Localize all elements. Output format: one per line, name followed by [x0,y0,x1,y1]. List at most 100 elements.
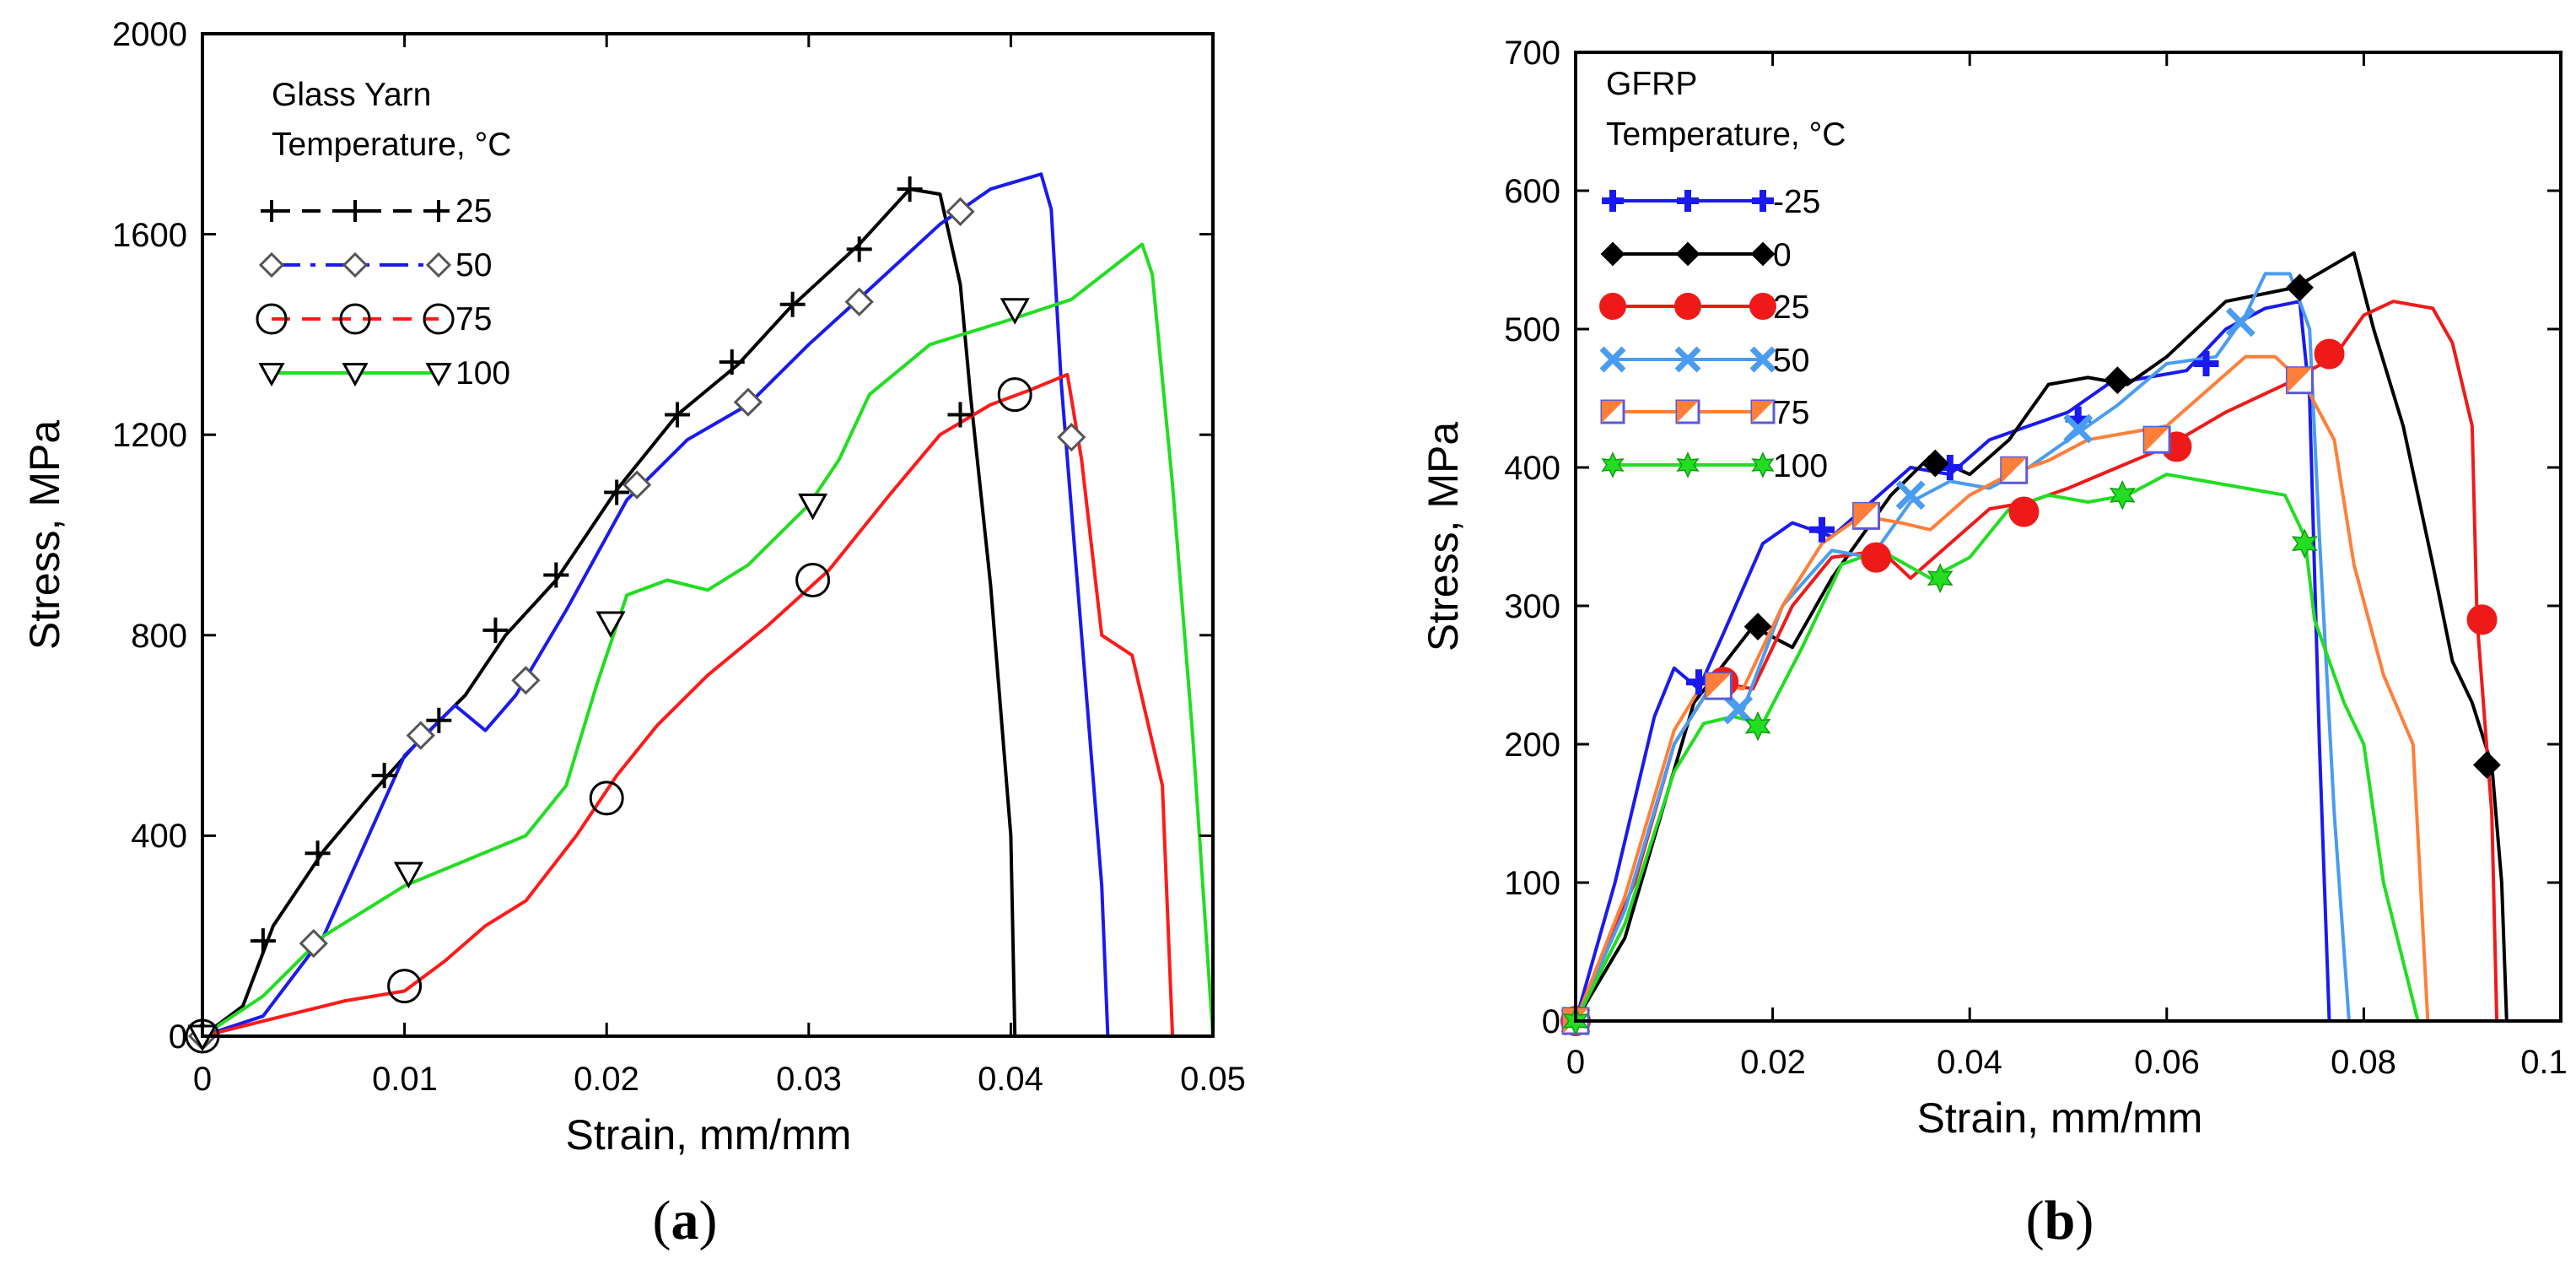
chart-a-marker-50 [946,197,975,226]
chart-a-series-line-100 [202,242,1213,1036]
chart-b-marker-50 [2225,307,2255,338]
chart-a-marker-75 [387,969,423,1004]
chart-b-marker-100 [2109,480,2136,510]
chart-b-legend-marker-25 [1674,293,1701,320]
chart-a-series-markers [185,176,1086,1054]
chart-a-x-axis-title: Strain, mm/mm [566,1111,852,1159]
chart-a-y-tick-label: 1200 [112,417,187,454]
chart-b-y-axis-title: Stress, MPa [1420,422,1467,651]
chart-a-legend-label: 75 [455,301,492,338]
chart-a-series-line-75 [202,372,1175,1036]
chart-a-marker-100 [595,611,626,639]
chart-b-ticks [1574,51,2563,1023]
chart-a-marker-25 [719,349,745,375]
chart-a-marker-25 [947,402,973,428]
chart-b-legend-marker--25 [1602,190,1624,212]
chart-a-legend-label: 100 [455,355,510,392]
chart-b-marker-75 [2000,456,2029,484]
chart-a-marker-50 [844,287,874,316]
chart-a-legend-marker-25 [344,200,366,222]
chart-a-marker-25 [779,291,806,317]
chart-b-series-line--25 [1576,300,2331,1021]
chart-b-legend-marker--25 [1752,190,1774,212]
chart-a-legend-marker-25 [261,200,283,222]
chart-a-marker-75 [795,562,831,597]
chart-a-marker-100 [1000,298,1030,325]
chart-a-caption-letter: a [671,1190,699,1251]
chart-b-legend-subtitle: Temperature, °C [1606,116,1846,153]
chart-a-legend-marker-75 [423,303,455,335]
chart-a-marker-100 [798,493,828,521]
chart-b-x-tick-label: 0.08 [2331,1044,2396,1081]
chart-a: 0 0.01 0.02 0.03 0.04 0.05 0 400 800 120… [21,16,1246,1251]
chart-a-marker-100 [393,862,423,889]
chart-b-legend-label: 100 [1773,448,1828,484]
chart-b-legend-marker-0 [1675,241,1700,267]
chart-b-y-tick-label: 400 [1504,450,1560,487]
chart-b-marker-25 [2314,338,2345,370]
chart-b-x-axis-title: Strain, mm/mm [1917,1094,2203,1142]
chart-b-x-tick-label: 0 [1566,1044,1585,1081]
chart-a-marker-75 [589,781,624,816]
chart-b-legend-marker-0 [1750,241,1776,267]
chart-a-marker-25 [604,479,630,505]
chart-b-marker-0 [2472,751,2501,780]
chart-b-marker-50 [1723,694,1754,725]
chart-b-legend-marker-50 [1749,346,1776,373]
chart-a-marker-25 [371,763,397,789]
chart-b-marker-0 [2286,273,2314,302]
chart-b-legend-marker-25 [1599,293,1626,320]
chart-b-legend-marker-25 [1749,293,1776,320]
chart-a-y-tick-label: 400 [131,818,187,855]
chart-a-y-tick-label: 2000 [112,16,187,53]
chart-b-marker-100 [1927,563,1954,593]
chart-a-marker-25 [482,617,509,643]
chart-a-plot-frame [201,32,1215,1038]
chart-b-legend-marker-50 [1674,346,1701,373]
chart-b-caption: (b) [2026,1190,2094,1251]
chart-b-series-line-50 [1576,272,2351,1021]
chart-b-marker-75 [1852,501,1881,530]
chart-b-marker-75 [1704,672,1733,700]
chart-b-series-line-75 [1576,354,2430,1021]
chart-a-legend-label: 25 [455,193,492,230]
chart-a-marker-25 [846,236,872,262]
chart-a-ticks [201,32,1215,1038]
chart-b-y-tick-label: 300 [1504,588,1560,625]
chart-b-marker-25 [2008,496,2040,527]
chart-b-legend-marker-75 [1600,399,1625,424]
chart-a-caption: (a) [653,1190,718,1251]
chart-b: 0 0.02 0.04 0.06 0.08 0.1 0 100 200 300 … [1420,35,2568,1251]
chart-a-y-tick-label: 0 [169,1018,187,1056]
chart-a-y-axis-title: Stress, MPa [21,420,68,650]
chart-b-x-tick-label: 0.02 [1740,1044,1806,1081]
chart-b-series-lines [1576,251,2509,1021]
chart-a-legend-label: 50 [455,247,492,284]
chart-b-marker-0 [2103,366,2131,395]
chart-b-x-tick-label: 0.1 [2520,1044,2568,1081]
chart-b-caption-letter: b [2045,1190,2076,1251]
chart-a-x-tick-label: 0.02 [574,1061,639,1098]
chart-a-marker-50 [511,666,541,695]
chart-b-plot-frame [1574,51,2563,1023]
chart-a-legend-marker-100 [342,363,369,387]
chart-a-legend-subtitle: Temperature, °C [272,127,511,163]
chart-b-x-tick-label: 0.06 [2134,1044,2200,1081]
chart-b-legend-marker-100 [1751,451,1775,478]
chart-b-y-tick-label: 700 [1504,35,1560,72]
chart-b-legend-title: GFRP [1606,66,1697,102]
chart-b-y-tick-label: 600 [1504,173,1560,210]
chart-b-marker-100 [2291,528,2318,559]
chart-b-marker-25 [1861,542,1892,573]
chart-b-y-tick-label: 200 [1504,727,1560,764]
chart-b-marker-50 [1895,480,1926,510]
chart-b-series-markers [1560,273,2501,1036]
chart-a-x-tick-label: 0.05 [1180,1061,1246,1098]
chart-b-marker-0 [1743,613,1772,641]
chart-a-legend-marker-25 [428,200,450,222]
chart-b-legend: GFRP Temperature, °C -25 0 25 50 75 100 [1599,66,1846,484]
chart-b-marker-100 [1744,710,1771,742]
chart-b-legend-label: 50 [1773,343,1809,379]
chart-b-series-line-25 [1576,300,2499,1021]
